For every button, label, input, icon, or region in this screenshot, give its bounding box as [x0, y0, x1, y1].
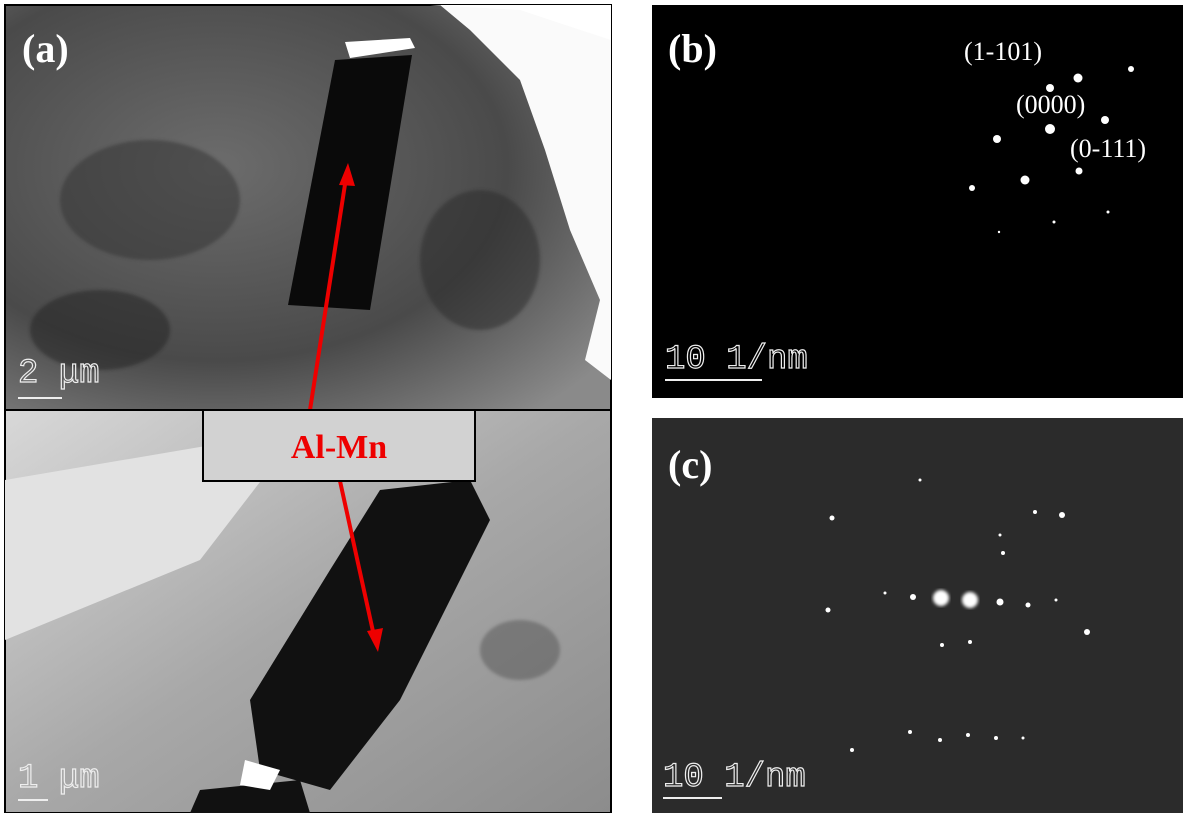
scale-bar-label: 10 1/nm: [665, 341, 808, 379]
panel-label: (a): [22, 26, 69, 71]
scale-bar-label: 1 μm: [18, 760, 100, 798]
panel-label: (b): [668, 26, 717, 71]
index-label: (0000): [1016, 90, 1085, 119]
annotation-label: Al-Mn: [291, 429, 387, 466]
scale-bar-label: 2 μm: [18, 355, 100, 393]
index-label: (0-111): [1070, 134, 1146, 163]
scale-bar-label: 10 1/nm: [663, 759, 806, 797]
panel-c: [652, 418, 1183, 813]
panel-label: (c): [668, 442, 712, 487]
index-label: (1-101): [964, 37, 1042, 66]
panel-b: [652, 5, 1183, 398]
figure: (a) 2 μm 1 μm Al-Mn (b) (1-101) (0000) (…: [0, 0, 1183, 813]
panel-a-top: [5, 5, 611, 410]
